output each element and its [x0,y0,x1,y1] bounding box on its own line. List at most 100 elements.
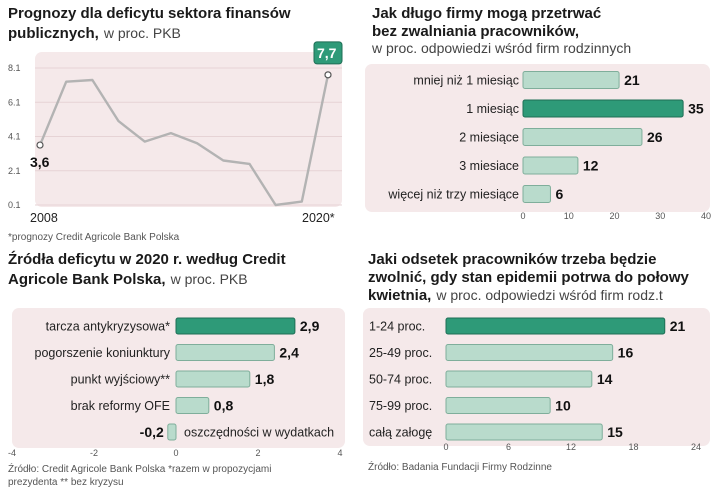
deficit-y-axis: 8.1 6.1 4.1 2.1 0.1 [8,63,21,210]
wait-value-labels: 21 35 26 12 6 [555,72,703,202]
sources-value-label: 2,4 [279,345,299,361]
layoffs-title-line-3: kwietnia, w proc. odpowiedzi wśród firm r… [368,287,663,304]
deficit-gridlines [35,67,342,206]
deficit-y-tick: 8.1 [8,63,21,73]
sources-bar [175,317,296,335]
sources-category-label: pogorszenie koniunktury [35,346,171,360]
sources-category-label: punkt wyjściowy** [71,373,170,387]
wait-title-line-2: bez zwalniania pracowników, [372,23,579,40]
sources-footnote-line-1: Źródło: Credit Agricole Bank Polska *raz… [8,462,271,475]
wait-category-label: 3 miesiace [459,159,519,173]
wait-bar [522,99,684,118]
wait-x-axis: 0 10 20 30 40 [520,211,711,221]
sources-x-tick: -2 [90,448,98,458]
deficit-series-line [38,74,330,207]
deficit-x-start-label: 2008 [30,211,58,225]
sources-x-axis: -4 -2 0 2 4 [8,448,343,458]
wait-category-labels: mniej niż 1 miesiąc 1 miesiąc 2 miesiące… [387,74,519,202]
deficit-y-tick: 4.1 [8,132,21,142]
wait-value-label: 12 [583,158,599,174]
layoffs-x-tick: 6 [506,442,511,452]
layoffs-title-line-1: Jaki odsetek pracowników trzeba będzie [368,251,656,268]
deficit-footnote: *prognozy Credit Agricole Bank Polska [8,232,180,243]
layoffs-category-label: 1-24 proc. [369,320,425,334]
sources-value-labels: 2,9 2,4 1,8 0,8 -0,2 [140,318,320,440]
layoffs-x-axis: 0 6 12 18 24 [443,442,701,452]
wait-value-label: 6 [555,186,563,202]
layoffs-bar [445,317,666,335]
deficit-y-tick: 6.1 [8,97,21,107]
wait-x-tick: 40 [701,211,711,221]
wait-x-tick: 20 [609,211,619,221]
layoffs-x-tick: 24 [691,442,701,452]
deficit-start-label: 3,6 [30,154,50,170]
sources-title-line-2: Agricole Bank Polska, w proc. PKB [8,271,248,288]
deficit-title-line-2-text: publicznych, [8,25,99,42]
layoffs-title-line-3-text: kwietnia, [368,287,431,304]
sources-subtitle: w proc. PKB [170,271,248,287]
sources-category-labels: tarcza antykryzysowa* pogorszenie koniun… [35,320,335,440]
layoffs-title-line-2: zwolnić, gdy stan epidemii potrwa do poł… [368,269,690,286]
layoffs-subtitle: w proc. odpowiedzi wśród firm rodz.t [435,287,663,303]
wait-bars [522,71,684,203]
sources-x-tick: 0 [173,448,178,458]
deficit-y-tick: 2.1 [8,166,21,176]
sources-x-tick: -4 [8,448,16,458]
sources-value-label: 0,8 [214,398,234,414]
wait-x-tick: 0 [520,211,525,221]
sources-bar [175,397,210,414]
wait-x-tick: 30 [655,211,665,221]
deficit-start-marker [36,141,44,149]
wait-bar [522,71,620,89]
wait-x-tick: 10 [564,211,574,221]
deficit-y-tick: 0.1 [8,200,21,210]
wait-subtitle: w proc. odpowiedzi wśród firm rodzinnych [371,40,631,56]
layoffs-x-tick: 12 [566,442,576,452]
layoffs-bar [445,397,551,414]
layoffs-bar [445,370,593,388]
deficit-chart: Prognozy dla deficytu sektora finansów p… [8,5,343,243]
layoffs-footnote: Źródło: Badania Fundacji Firmy Rodzinne [368,460,552,473]
layoffs-value-labels: 21 16 14 10 15 [555,318,685,440]
layoffs-category-label: 50-74 proc. [369,373,432,387]
layoffs-value-label: 16 [618,345,634,361]
sources-title-line-2-text: Agricole Bank Polska, [8,271,166,288]
wait-value-label: 26 [647,129,663,145]
deficit-title-line-2: publicznych, w proc. PKB [8,25,181,42]
sources-category-label: tarcza antykryzysowa* [46,320,170,334]
wait-title-line-1: Jak długo firmy mogą przetrwać [372,5,601,22]
layoffs-category-label: całą załogę [369,426,432,440]
deficit-subtitle: w proc. PKB [103,25,181,41]
layoffs-category-labels: 1-24 proc. 25-49 proc. 50-74 proc. 75-99… [369,320,432,440]
layoffs-category-label: 25-49 proc. [369,346,432,360]
wait-category-label: 2 miesiące [459,131,519,145]
deficit-title-line-1: Prognozy dla deficytu sektora finansów [8,5,291,22]
layoffs-chart: Jaki odsetek pracowników trzeba będzie z… [363,251,710,473]
sources-value-label: 2,9 [300,318,320,334]
sources-bars [167,317,296,441]
wait-bar [522,128,643,146]
wait-category-label: 1 miesiąc [466,102,519,116]
layoffs-value-label: 15 [607,424,623,440]
deficit-end-label-box [313,41,343,65]
wait-bar [522,185,551,203]
sources-category-label: oszczędności w wydatkach [184,426,334,440]
sources-chart: Źródła deficytu w 2020 r. według Credit … [8,251,345,488]
sources-value-label: 1,8 [255,371,275,387]
layoffs-value-label: 10 [555,398,571,414]
wait-category-label: więcej niż trzy miesiące [387,188,519,202]
layoffs-category-label: 75-99 proc. [369,399,432,413]
sources-bar [175,344,275,361]
wait-category-label: mniej niż 1 miesiąc [413,74,519,88]
layoffs-bar [445,344,614,361]
layoffs-x-tick: 18 [628,442,638,452]
sources-value-label: -0,2 [140,424,164,440]
layoffs-bar [445,423,603,441]
deficit-end-marker [324,71,332,79]
layoffs-value-label: 21 [670,318,686,334]
sources-category-label: brak reformy OFE [71,399,170,413]
sources-title-line-1: Źródła deficytu w 2020 r. według Credit [8,251,286,268]
wait-value-label: 35 [688,101,704,117]
deficit-x-end-label: 2020* [302,211,335,225]
